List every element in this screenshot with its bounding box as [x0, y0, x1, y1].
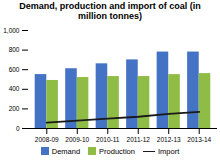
svg-text:800: 800: [9, 46, 20, 53]
svg-text:1,000: 1,000: [3, 26, 20, 33]
svg-text:400: 400: [9, 85, 20, 92]
html-text:Demand: Demand: [51, 146, 81, 156]
svg-text:2009-10: 2009-10: [65, 136, 89, 143]
html-text:Import: Import: [158, 146, 180, 156]
svg-text:2010-11: 2010-11: [96, 136, 120, 143]
svg-text:0: 0: [16, 124, 20, 131]
html-text:Demand, production and import: Demand, production and import of coal (i…: [19, 1, 201, 22]
svg-text:2011-12: 2011-12: [127, 136, 151, 143]
html-text:Production: Production: [99, 146, 135, 156]
svg-text:2013-14: 2013-14: [187, 136, 211, 143]
svg-text:200: 200: [9, 105, 20, 112]
svg-text:600: 600: [9, 65, 20, 72]
svg-text:2008-09: 2008-09: [35, 136, 59, 143]
svg-text:2012-13: 2012-13: [157, 136, 181, 143]
